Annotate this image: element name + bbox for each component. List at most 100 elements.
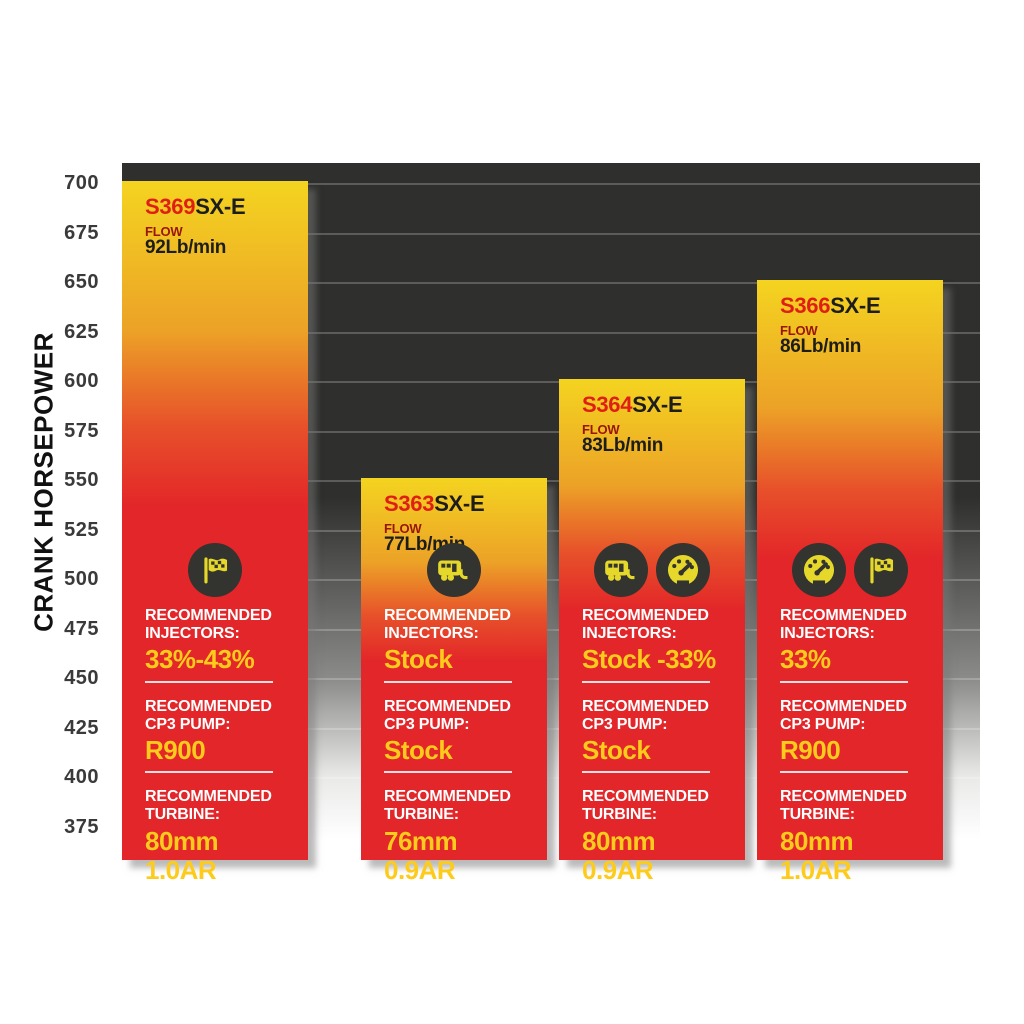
cp3-word: CP3 PUMP: <box>145 715 231 733</box>
turbine-word: TURBINE: <box>145 806 220 824</box>
bar-header: S364SX-E FLOW 83Lb/min <box>559 379 745 457</box>
injectors-value: 33%-43% <box>145 644 255 675</box>
recommended-word: RECOMMENDED <box>384 788 511 806</box>
gridline-375 <box>122 826 980 829</box>
bar-specs: RECOMMENDED INJECTORS: Stock RECOMMENDED C… <box>361 543 547 883</box>
turbine-word: TURBINE: <box>384 806 459 824</box>
y-tick-425: 425 <box>64 716 99 739</box>
divider <box>780 680 908 683</box>
recommended-word: RECOMMENDED <box>384 697 511 715</box>
flag-icon <box>188 543 242 597</box>
injectors-label: RECOMMENDED INJECTORS: <box>384 607 511 643</box>
divider <box>780 771 908 774</box>
bar-header: S369SX-E FLOW 92Lb/min <box>122 181 308 259</box>
bar-s363sxe: S363SX-E FLOW 77Lb/min RECOMMENDED INJECT… <box>361 478 547 883</box>
injectors-value: Stock -33% <box>582 644 716 675</box>
flag-icon <box>854 543 908 597</box>
gridline-475 <box>122 628 980 631</box>
y-tick-450: 450 <box>64 667 99 689</box>
y-tick-575: 575 <box>64 419 99 442</box>
usage-icons <box>122 543 308 597</box>
flow-label: FLOW <box>384 521 422 536</box>
usage-icons <box>559 543 745 597</box>
divider <box>145 771 273 774</box>
recommended-word: RECOMMENDED <box>582 697 709 715</box>
gridline-450 <box>122 678 980 680</box>
injectors-word: INJECTORS: <box>582 625 677 643</box>
model-series: SX-E <box>632 392 683 417</box>
model-number: S364 <box>582 392 633 417</box>
divider <box>145 680 273 683</box>
cp3-value: Stock <box>384 734 453 765</box>
cp3-label: RECOMMENDED CP3 PUMP: <box>384 698 511 734</box>
flow-label: FLOW <box>780 323 818 338</box>
cp3-value: R900 <box>145 734 206 765</box>
divider <box>582 680 710 683</box>
gridline-650 <box>122 282 980 284</box>
y-tick-500: 500 <box>64 568 99 590</box>
turbine-size: 80mm <box>145 825 219 856</box>
model-name: S363SX-E <box>384 493 541 515</box>
gridline-675 <box>122 232 980 235</box>
injectors-word: INJECTORS: <box>145 625 240 643</box>
injectors-label: RECOMMENDED INJECTORS: <box>582 607 709 643</box>
gauge-icon <box>656 543 710 597</box>
cp3-value: R900 <box>780 734 841 765</box>
gridline-600 <box>122 381 980 383</box>
gridline-575 <box>122 430 980 433</box>
model-number: S369 <box>145 194 196 219</box>
turbine-size: 80mm <box>582 825 656 856</box>
gridline-700 <box>122 183 980 185</box>
turbine-size: 76mm <box>384 825 458 856</box>
model-number: S366 <box>780 293 831 318</box>
cp3-word: CP3 PUMP: <box>384 715 470 733</box>
y-tick-400: 400 <box>64 766 99 788</box>
flow-value: 92Lb/min <box>145 237 227 258</box>
model-series: SX-E <box>830 293 881 318</box>
usage-icons <box>361 543 547 597</box>
flow-value: 86Lb/min <box>780 336 862 357</box>
cp3-word: CP3 PUMP: <box>582 715 668 733</box>
turbine-ar: 0.9AR <box>384 855 456 886</box>
y-tick-625: 625 <box>64 320 99 343</box>
injectors-label: RECOMMENDED INJECTORS: <box>145 607 272 643</box>
bar-s369sxe: S369SX-E FLOW 92Lb/min RECOMMENDED INJECT… <box>122 181 308 883</box>
y-tick-525: 525 <box>64 518 99 541</box>
bar-specs: RECOMMENDED INJECTORS: 33%-43% RECOMMENDE… <box>122 543 308 883</box>
y-tick-675: 675 <box>64 221 99 244</box>
turbine-ar: 1.0AR <box>145 855 217 886</box>
turbine-label: RECOMMENDED TURBINE: <box>145 788 272 824</box>
divider <box>384 680 512 683</box>
cp3-label: RECOMMENDED CP3 PUMP: <box>582 698 709 734</box>
cp3-word: CP3 PUMP: <box>780 715 866 733</box>
camper-icon <box>594 543 648 597</box>
turbine-ar: 1.0AR <box>780 855 852 886</box>
plot-area: S363SX-E FLOW 77Lb/min RECOMMENDED INJECT… <box>122 163 980 883</box>
recommended-word: RECOMMENDED <box>145 788 272 806</box>
cp3-label: RECOMMENDED CP3 PUMP: <box>780 698 907 734</box>
turbine-label: RECOMMENDED TURBINE: <box>780 788 907 824</box>
y-tick-550: 550 <box>64 469 99 491</box>
flow-value: 83Lb/min <box>582 435 664 456</box>
gridline-525 <box>122 529 980 532</box>
divider <box>384 771 512 774</box>
turbine-word: TURBINE: <box>780 806 855 824</box>
y-tick-700: 700 <box>64 172 99 194</box>
model-number: S363 <box>384 491 435 516</box>
bar-s364sxe: S364SX-E FLOW 83Lb/min RECOMMENDED INJECT… <box>559 379 745 883</box>
turbine-size: 80mm <box>780 825 854 856</box>
bar-s366sxe: S366SX-E FLOW 86Lb/min RECOMMENDED INJECT… <box>757 280 943 883</box>
flow-label: FLOW <box>582 422 620 437</box>
recommended-word: RECOMMENDED <box>384 607 511 624</box>
divider <box>582 771 710 774</box>
recommended-word: RECOMMENDED <box>780 788 907 806</box>
recommended-word: RECOMMENDED <box>780 697 907 715</box>
model-name: S364SX-E <box>582 394 739 416</box>
model-series: SX-E <box>434 491 485 516</box>
bar-specs: RECOMMENDED INJECTORS: Stock -33% RECOMME… <box>559 543 745 883</box>
injectors-value: 33% <box>780 644 831 675</box>
turbine-label: RECOMMENDED TURBINE: <box>582 788 709 824</box>
gauge-icon <box>792 543 846 597</box>
cp3-value: Stock <box>582 734 651 765</box>
